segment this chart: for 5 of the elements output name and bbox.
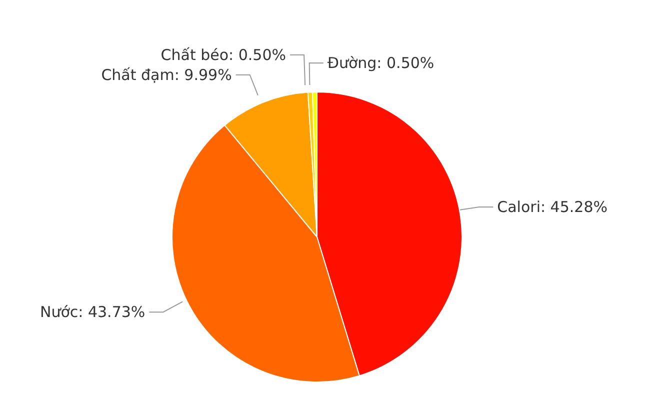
slice-label: Đường: 0.50%: [327, 54, 434, 72]
slice-label: Nước: 43.73%: [40, 303, 146, 322]
slice-label: Chất đạm: 9.99%: [101, 66, 232, 84]
slice-label: Chất béo: 0.50%: [160, 46, 286, 64]
slice-label: Calori: 45.28%: [497, 198, 608, 216]
